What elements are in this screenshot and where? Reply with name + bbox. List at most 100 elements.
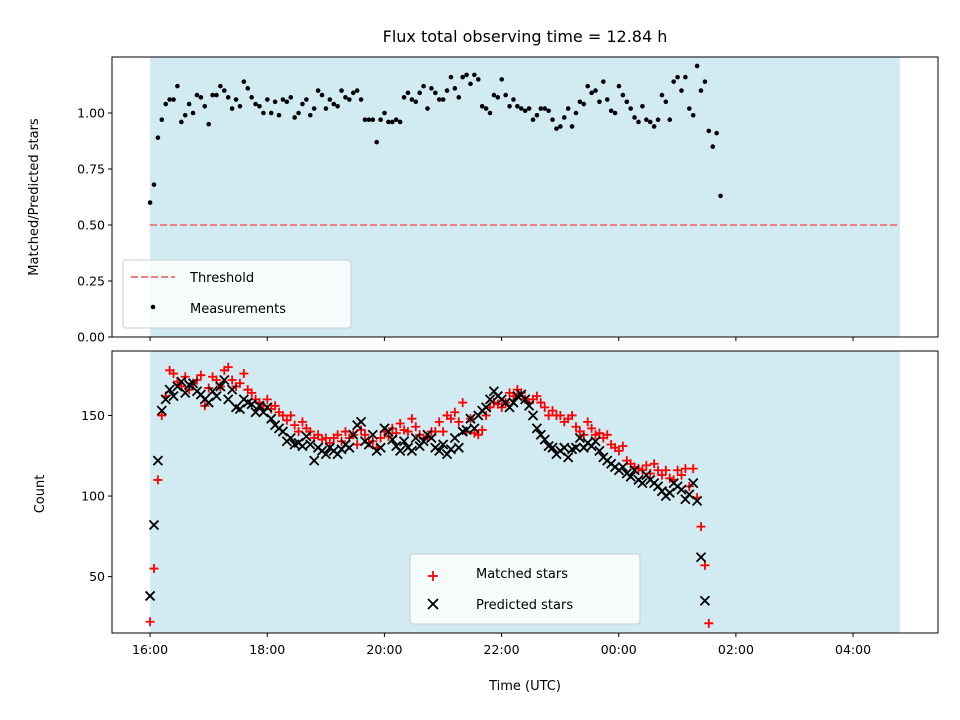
measurement-point [233, 97, 239, 102]
measurement-point [647, 119, 653, 125]
predicted-star-point [523, 400, 535, 411]
matched-star-point [567, 410, 577, 420]
predicted-star-point [469, 423, 480, 434]
count-points [144, 362, 714, 628]
measurement-point [601, 79, 606, 84]
predicted-star-point [156, 405, 167, 416]
measurement-point [714, 130, 719, 136]
measurement-point [671, 79, 676, 84]
measurement-point [487, 110, 493, 116]
matched-star-point [340, 427, 350, 437]
matched-star-point [454, 417, 464, 427]
measurement-point [292, 115, 297, 120]
measurement-point [667, 117, 673, 123]
measurement-point [620, 92, 626, 98]
predicted-star-point [465, 413, 476, 424]
predicted-star-point [574, 432, 586, 444]
matched-star-point [395, 419, 405, 429]
predicted-star-point [484, 394, 496, 405]
measurement-point [272, 99, 278, 105]
predicted-star-point [688, 478, 699, 489]
top-y-tick-label: 1.00 [77, 106, 105, 121]
measurement-point [245, 86, 251, 91]
measurement-point [456, 95, 462, 100]
predicted-star-point [344, 442, 355, 453]
measurement-point [522, 108, 528, 114]
measurement-point [550, 117, 555, 123]
measurement-point [405, 90, 411, 96]
top-y-axis-label: Matched/Predicted stars [27, 118, 42, 276]
measurement-point [237, 103, 243, 109]
measurement-point [229, 106, 235, 111]
measurement-point [460, 74, 465, 80]
measurement-point [366, 117, 372, 123]
matched-star-point [399, 425, 409, 435]
measurement-point [444, 88, 450, 93]
top-y-tick-label: 0.75 [77, 162, 105, 177]
matched-star-point [294, 427, 304, 437]
measurement-point [675, 74, 680, 80]
measurement-point [565, 106, 571, 111]
bottom-y-tick-label: 100 [81, 489, 105, 504]
measurement-point [210, 92, 215, 98]
predicted-star-point [215, 381, 226, 392]
matched-star-point [270, 401, 280, 411]
measurement-point [640, 103, 645, 109]
predicted-star-point [559, 442, 570, 453]
measurement-point [159, 117, 165, 123]
measurement-point [526, 106, 532, 111]
predicted-star-point [629, 465, 640, 476]
top-panel: 0.00 0.25 0.50 0.75 1.00 Matched/Predicted s… [27, 56, 939, 345]
measurement-point [362, 117, 368, 123]
predicted-star-point [348, 429, 359, 440]
top-axes-frame [111, 56, 939, 338]
measurement-point [206, 121, 211, 127]
measurement-point [155, 135, 161, 140]
predicted-star-point [410, 432, 421, 444]
predicted-star-point [480, 402, 492, 413]
measurement-point [374, 139, 380, 145]
matched-star-point [313, 430, 323, 440]
measurement-point [569, 124, 575, 129]
measurement-point [573, 110, 579, 116]
predicted-star-point [223, 394, 234, 405]
predicted-star-point [309, 455, 320, 466]
matched-star-point [196, 370, 206, 380]
bottom-legend-box [409, 553, 641, 625]
predicted-star-point [180, 387, 191, 399]
matched-star-point [247, 388, 257, 398]
measurement-point [358, 97, 364, 102]
measurement-point [397, 119, 403, 125]
measurement-point [347, 97, 352, 102]
measurement-point [483, 106, 489, 111]
matched-star-point [540, 402, 550, 412]
matched-star-point [169, 369, 179, 379]
measurement-point [495, 95, 501, 100]
measurement-point [702, 79, 708, 84]
matched-star-point [278, 410, 288, 420]
measurement-point [628, 106, 633, 111]
measurement-point [350, 90, 356, 96]
predicted-star-point [590, 436, 601, 447]
measurement-point [538, 106, 544, 111]
predicted-star-point [684, 489, 695, 500]
measurement-point [339, 88, 344, 93]
bottom-x-tick-label: 16:00 [132, 642, 168, 657]
measurement-point [280, 97, 286, 102]
measurement-point [581, 101, 587, 107]
measurement-point [479, 103, 485, 109]
measurement-point [534, 112, 540, 118]
matched-star-point [376, 433, 386, 443]
matched-star-point [290, 420, 300, 430]
matched-star-point [696, 522, 706, 532]
predicted-star-point [520, 394, 531, 405]
measurement-point [694, 63, 700, 69]
measurement-point [182, 112, 188, 118]
predicted-star-point [301, 431, 312, 442]
predicted-star-point [691, 495, 703, 506]
measurement-point [425, 106, 430, 111]
predicted-star-point [398, 436, 410, 447]
measurement-point [386, 119, 391, 125]
predicted-star-point [176, 376, 187, 387]
top-legend-box [122, 259, 352, 329]
